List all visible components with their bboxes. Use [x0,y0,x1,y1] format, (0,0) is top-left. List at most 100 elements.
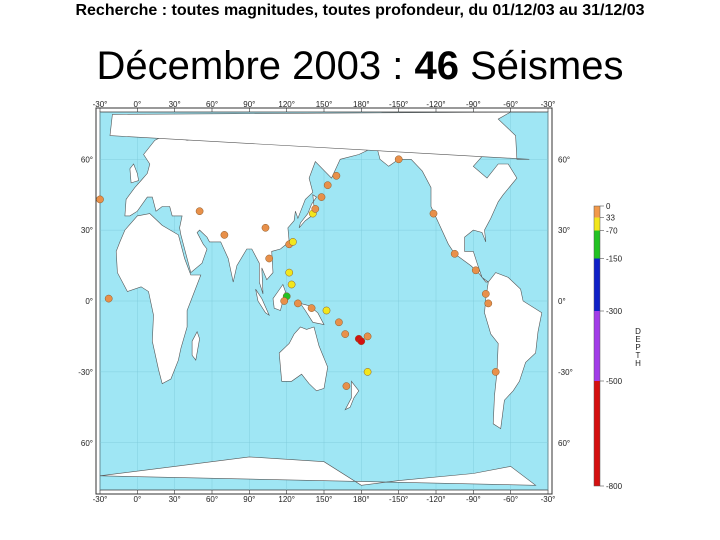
earthquake-marker [471,266,480,275]
lon-tick-bottom: 180° [353,495,370,504]
lon-tick-bottom: 30° [169,495,181,504]
earthquake-marker [261,223,270,232]
lon-tick-bottom: -60° [503,495,518,504]
earthquake-marker [287,280,296,289]
lat-tick-left: 30° [81,226,93,235]
axis-ticks: -30° -30° 0° 0° 30° 30° 60° 60° 90° 90° 120° 120° 15… [78,100,573,504]
earthquake-marker [195,207,204,216]
legend-title-letter: E [635,335,640,344]
depth-band [594,381,600,486]
landmass-south-america [484,272,543,430]
legend-title-letter: P [635,343,640,352]
lon-tick-top: 150° [316,100,333,109]
lat-tick-right: 30° [558,226,570,235]
lat-tick-right: 60° [558,439,570,448]
earthquake-marker [265,254,274,263]
legend-label: 0 [606,202,611,211]
landmass-antarctica [99,456,537,486]
lon-tick-bottom: -150° [389,495,408,504]
earthquake-marker [332,171,341,180]
legend-label: -300 [606,307,623,316]
depth-band [594,258,600,311]
landmass-sumatra [255,289,270,317]
lat-tick-left: 60° [81,439,93,448]
lat-tick-right: 60° [558,155,570,164]
lon-tick-top: 180° [353,100,370,109]
lon-tick-bottom: 0° [134,495,142,504]
legend-title-letter: T [636,351,641,360]
earthquake-marker [450,249,459,258]
earthquake-marker [311,205,320,213]
title-month: Décembre 2003 : [96,44,404,88]
legend-frame [593,205,601,487]
lon-tick-top: 0° [134,100,142,109]
earthquake-marker [285,268,294,277]
lat-tick-right: 0° [558,297,566,306]
landmass-madagascar [191,330,200,361]
lon-tick-bottom: -90° [466,495,481,504]
page-title: Décembre 2003 : 46 Séismes [0,44,720,89]
earthquake-marker [394,155,403,164]
lon-tick-top: 60° [206,100,218,109]
lat-tick-left: 60° [81,155,93,164]
lon-tick-bottom: 150° [316,495,333,504]
earthquake-marker [357,337,366,346]
earthquake-marker [429,209,438,218]
lon-tick-top: 30° [169,100,181,109]
legend-label: -800 [606,482,623,491]
earthquake-marker [307,304,316,312]
lon-tick-top: -120° [426,100,445,109]
earthquake-marker [335,318,343,327]
landmass-new-zealand [344,380,360,411]
lat-tick-left: 0° [85,297,93,306]
earthquake-markers [96,155,500,390]
lon-tick-top: -90° [466,100,481,109]
landmass-japan [298,194,317,228]
lon-tick-bottom: 60° [206,495,218,504]
earthquake-marker [104,294,113,303]
lon-tick-bottom: -120° [426,495,445,504]
lon-tick-bottom: 90° [243,495,255,504]
legend-label: -70 [606,227,618,236]
depth-band [594,230,600,259]
lon-tick-top: 120° [278,100,295,109]
earthquake-marker [289,238,297,246]
title-unit: Séismes [470,44,624,88]
earthquake-marker [96,195,104,204]
depth-band [594,311,600,381]
landmass-greenland [109,111,536,160]
earthquake-marker [481,290,490,298]
search-criteria-text: Recherche : toutes magnitudes, toutes pr… [75,2,645,19]
landmasses [99,111,543,486]
landmass-australia [278,326,329,392]
lon-tick-top: -150° [389,100,408,109]
legend-label: -500 [606,377,623,386]
earthquake-marker [322,306,331,315]
lon-tick-top: 90° [243,100,255,109]
depth-band [594,217,600,231]
earthquake-marker [341,330,350,338]
lat-tick-right: -30° [558,368,573,377]
landmass-uk [129,163,139,184]
title-count: 46 [414,44,459,88]
lon-tick-bottom: -30° [93,495,108,504]
lon-tick-top: -30° [541,100,556,109]
earthquake-marker [484,299,493,308]
lon-tick-top: -30° [93,100,108,109]
lat-tick-left: -30° [78,368,93,377]
legend-title-letter: H [635,359,641,368]
earthquake-marker [363,368,372,376]
depth-band [594,206,600,218]
earthquake-marker [280,297,289,305]
earthquake-marker [220,231,229,239]
earthquake-marker [294,299,302,308]
earthquake-marker [323,181,332,190]
earthquake-marker [363,332,372,341]
earthquake-marker [342,382,351,390]
legend-label: 33 [606,214,615,223]
legend-label: -150 [606,255,623,264]
lon-tick-bottom: -30° [541,495,556,504]
earthquake-marker [491,368,500,376]
